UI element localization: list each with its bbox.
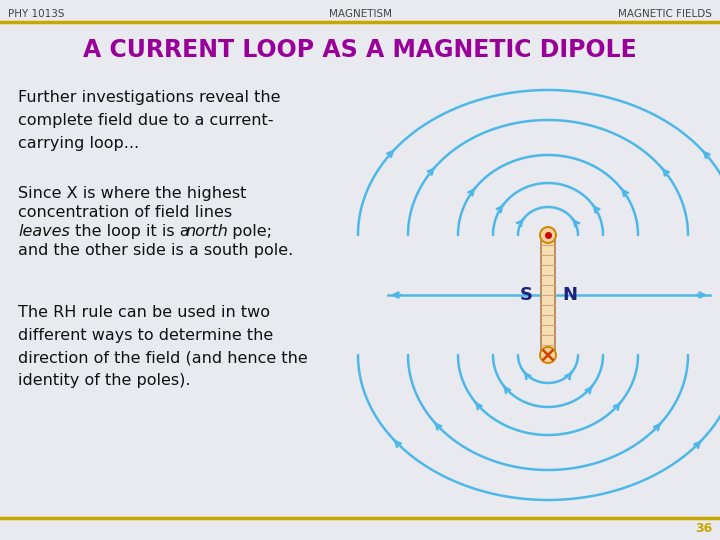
Text: The RH rule can be used in two
different ways to determine the
direction of the : The RH rule can be used in two different… (18, 305, 307, 388)
Text: N: N (562, 286, 577, 304)
Text: concentration of field lines: concentration of field lines (18, 205, 232, 220)
Text: S: S (520, 286, 533, 304)
Text: A CURRENT LOOP AS A MAGNETIC DIPOLE: A CURRENT LOOP AS A MAGNETIC DIPOLE (83, 38, 637, 62)
Text: PHY 1013S: PHY 1013S (8, 9, 65, 19)
Text: the loop it is a: the loop it is a (70, 224, 194, 239)
Text: and the other side is a south pole.: and the other side is a south pole. (18, 243, 293, 258)
Text: 36: 36 (695, 523, 712, 536)
Text: pole;: pole; (222, 224, 272, 239)
Text: north: north (185, 224, 228, 239)
Text: Since X is where the highest: Since X is where the highest (18, 186, 246, 201)
Circle shape (540, 347, 556, 363)
Bar (541, 235, 555, 355)
Text: MAGNETISM: MAGNETISM (328, 9, 392, 19)
Text: MAGNETIC FIELDS: MAGNETIC FIELDS (618, 9, 712, 19)
Text: Further investigations reveal the
complete field due to a current-
carrying loop: Further investigations reveal the comple… (18, 90, 281, 151)
Circle shape (540, 227, 556, 243)
Text: leaves: leaves (18, 224, 70, 239)
